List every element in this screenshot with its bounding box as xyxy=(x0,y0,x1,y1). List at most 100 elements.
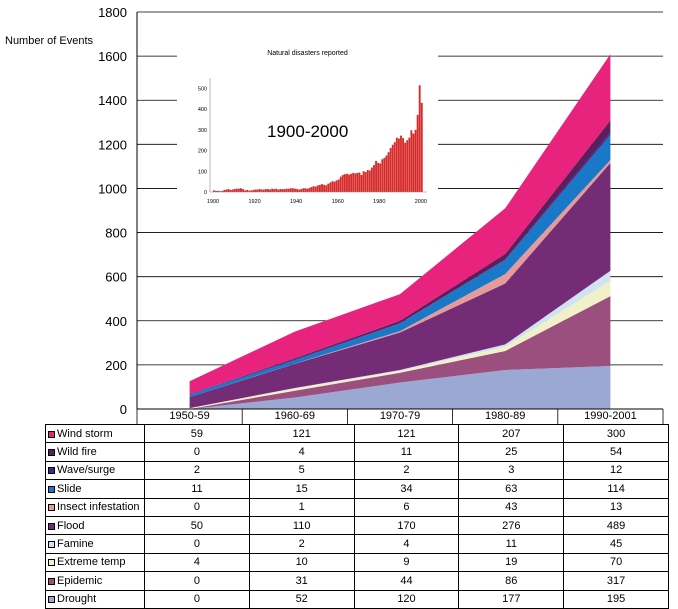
y-tick-label: 1600 xyxy=(98,49,127,64)
inset-bar xyxy=(269,189,271,192)
series-name: Wild fire xyxy=(57,446,97,459)
table-cell: 3 xyxy=(458,460,565,481)
inset-bar xyxy=(281,189,284,192)
table-row: Extreme temp 4 10 9 19 70 xyxy=(45,552,669,573)
inset-bar xyxy=(391,144,394,192)
table-cell: 0 xyxy=(144,442,250,462)
table-cell: 43 xyxy=(458,497,565,517)
table-cell: 207 xyxy=(458,423,565,444)
inset-bar xyxy=(260,189,263,192)
area-series xyxy=(189,54,611,409)
inset-bar xyxy=(283,189,286,192)
series-name: Wind storm xyxy=(57,427,113,440)
row-label: Drought xyxy=(45,589,145,609)
inset-bar xyxy=(416,114,419,192)
inset-bar xyxy=(304,188,307,192)
legend-swatch xyxy=(48,577,55,585)
inset-bar xyxy=(329,182,332,192)
table-cell: 114 xyxy=(563,479,669,499)
inset-bar xyxy=(402,138,405,192)
inset-bar xyxy=(219,191,222,192)
inset-bar xyxy=(362,171,365,192)
inset-bar xyxy=(256,189,259,192)
inset-bar xyxy=(358,172,361,192)
table-cell: 15 xyxy=(248,479,355,499)
legend-swatch xyxy=(48,541,55,549)
inset-bar xyxy=(321,184,323,192)
inset-y-tick: 100 xyxy=(198,169,207,175)
inset-bar xyxy=(406,140,409,192)
inset-bar xyxy=(221,190,224,192)
row-label: Wave/surge xyxy=(45,460,145,481)
table-cell: 276 xyxy=(458,515,565,536)
series-name: Flood xyxy=(57,519,85,532)
series-name: Wave/surge xyxy=(57,464,116,477)
inset-bar xyxy=(385,155,388,192)
inset-bar xyxy=(360,175,363,192)
inset-x-ticks: 1900 1920 1940 1960 1980 2000 xyxy=(207,199,427,205)
table-cell: 13 xyxy=(563,497,669,517)
inset-bar xyxy=(291,188,294,192)
inset-x-tick: 1940 xyxy=(290,199,302,205)
table-cell: 9 xyxy=(353,552,460,573)
inset-bar xyxy=(289,188,292,192)
inset-bar xyxy=(235,188,238,192)
inset-bar xyxy=(227,189,230,192)
inset-bar xyxy=(375,160,377,192)
inset-bar xyxy=(327,183,330,192)
inset-bar xyxy=(314,186,317,192)
inset-bar xyxy=(354,173,357,192)
table-cell: 489 xyxy=(563,515,669,536)
inset-bar xyxy=(379,163,382,192)
inset-bar xyxy=(254,189,257,192)
inset-title: Natural disasters reported xyxy=(267,50,348,57)
inset-bar xyxy=(373,165,375,192)
table-cell: 31 xyxy=(248,571,355,591)
table-cell: 10 xyxy=(248,552,355,573)
table-cell: 0 xyxy=(144,589,250,609)
table-cell: 2 xyxy=(248,534,355,554)
inset-x-tick: 1980 xyxy=(373,199,385,205)
inset-x-tick: 1900 xyxy=(207,199,219,205)
inset-bar xyxy=(348,174,350,192)
x-tick-label: 1990-2001 xyxy=(584,410,637,422)
inset-bar xyxy=(420,102,423,192)
inset-bar xyxy=(395,137,398,192)
table-row: Drought 0 52 120 177 195 xyxy=(45,589,669,609)
table-cell: 4 xyxy=(144,552,250,573)
inset-bar xyxy=(400,135,402,192)
table-cell: 317 xyxy=(563,571,669,591)
y-tick-label: 400 xyxy=(105,314,127,329)
y-tick-labels: 0 200 400 600 800 1000 1200 1400 1600 1800 xyxy=(98,5,127,417)
table-row: Wild fire 0 4 11 25 54 xyxy=(45,442,669,462)
inset-bar xyxy=(308,187,311,192)
inset-bar xyxy=(262,189,265,192)
inset-annotation: 1900-2000 xyxy=(267,122,349,141)
area-wind-storm xyxy=(189,54,611,395)
table-cell: 0 xyxy=(144,571,250,591)
inset-bar xyxy=(213,190,215,192)
table-row: Flood 50 110 170 276 489 xyxy=(45,515,669,536)
x-tick-label: 1980-89 xyxy=(485,410,525,422)
inset-chart: Natural disasters reported 0 100 200 300 400… xyxy=(177,40,438,212)
y-tick-label: 200 xyxy=(105,358,127,373)
series-name: Famine xyxy=(57,538,94,551)
table-row: Epidemic 0 31 44 86 317 xyxy=(45,571,669,591)
inset-bar xyxy=(381,159,384,192)
legend-swatch xyxy=(48,449,55,457)
inset-bar xyxy=(258,189,261,192)
inset-bar xyxy=(302,188,305,192)
inset-bar xyxy=(264,189,267,192)
legend-swatch xyxy=(48,504,55,512)
legend-swatch xyxy=(48,522,55,530)
row-label: Slide xyxy=(45,479,145,499)
x-tick-label: 1970-79 xyxy=(380,410,420,422)
inset-y-ticks: 0 100 200 300 400 500 xyxy=(198,86,207,196)
inset-bar xyxy=(346,173,348,192)
inset-y-tick: 0 xyxy=(204,190,207,196)
area-flood xyxy=(189,162,611,409)
y-tick-label: 0 xyxy=(120,402,127,417)
table-cell: 0 xyxy=(144,497,250,517)
inset-bar xyxy=(277,189,280,192)
inset-bar xyxy=(296,189,299,192)
